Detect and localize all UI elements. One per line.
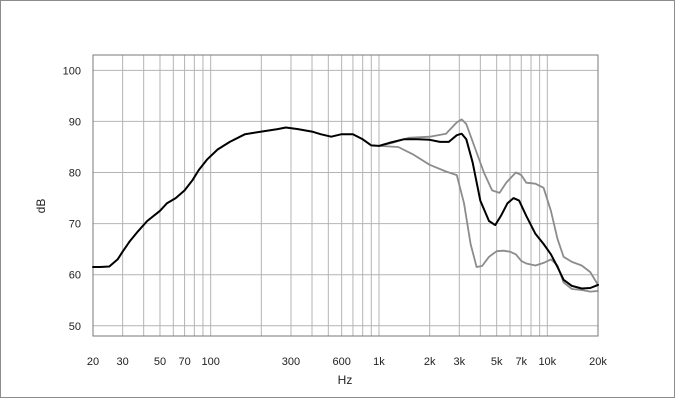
x-tick-label: 100 bbox=[201, 356, 219, 368]
plot-area-border bbox=[92, 54, 599, 337]
x-tick-label: 70 bbox=[178, 356, 190, 368]
x-tick-label: 20k bbox=[589, 356, 607, 368]
x-tick-label: 5k bbox=[491, 356, 503, 368]
x-tick-label: 2k bbox=[424, 356, 436, 368]
series-line-3 bbox=[92, 126, 599, 290]
y-tick-label: 90 bbox=[69, 116, 81, 128]
vertical-grid bbox=[122, 55, 548, 336]
x-tick-label: 50 bbox=[154, 356, 166, 368]
x-tick-label: 10k bbox=[538, 356, 556, 368]
y-tick-label: 70 bbox=[69, 219, 81, 231]
series-line-1 bbox=[378, 118, 599, 286]
x-tick-label: 20 bbox=[87, 356, 99, 368]
series-layer bbox=[92, 118, 599, 293]
y-tick-label: 50 bbox=[69, 321, 81, 333]
x-tick-label: 600 bbox=[332, 356, 350, 368]
y-tick-label: 100 bbox=[63, 65, 81, 77]
x-tick-label: 300 bbox=[282, 356, 300, 368]
x-tick-labels: 20 30 50 70 100 300 600 1k 2k 3k 5k 7k 10k 20k bbox=[87, 356, 607, 368]
x-axis-label: Hz bbox=[338, 373, 353, 387]
y-tick-labels: 50 60 70 80 90 100 bbox=[63, 65, 81, 332]
horizontal-grid bbox=[93, 69, 598, 327]
x-tick-label: 30 bbox=[117, 356, 129, 368]
y-tick-label: 80 bbox=[69, 168, 81, 180]
y-axis-label: dB bbox=[34, 199, 48, 214]
x-tick-label: 3k bbox=[453, 356, 465, 368]
y-tick-label: 60 bbox=[69, 270, 81, 282]
x-tick-label: 7k bbox=[515, 356, 527, 368]
x-tick-label: 1k bbox=[373, 356, 385, 368]
